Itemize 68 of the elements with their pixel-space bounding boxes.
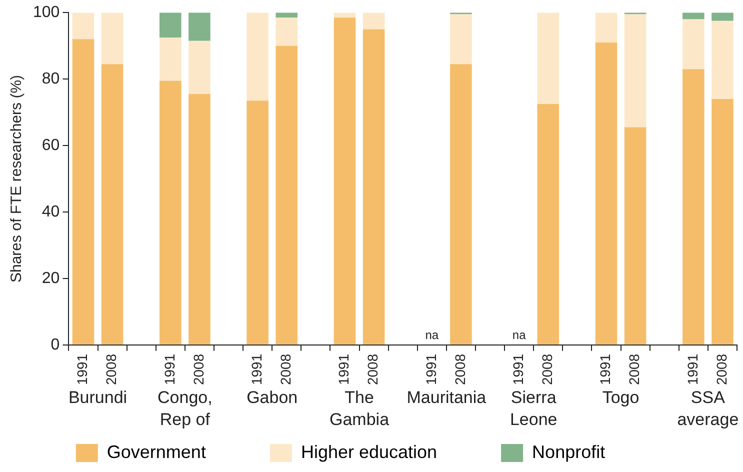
legend-label: Government — [106, 442, 266, 462]
data-label: na — [512, 328, 526, 342]
x-tick-label: 1991 — [74, 354, 90, 386]
bar — [246, 100, 268, 344]
bar — [188, 40, 210, 94]
x-tick-label: 1991 — [684, 354, 700, 386]
bar — [450, 64, 472, 344]
x-tick-label: 2008 — [190, 354, 206, 386]
bar — [624, 127, 646, 344]
bar — [160, 38, 182, 81]
bar — [537, 12, 560, 104]
x-tick-label: 2008 — [103, 354, 120, 386]
text: Congo, Rep of — [158, 388, 212, 430]
legend-label: Nonprofit — [532, 442, 666, 462]
bar — [160, 80, 182, 344]
x-tick-label: 1991 — [597, 354, 614, 386]
text: Mauritania — [406, 388, 487, 408]
text: Togo — [602, 388, 640, 408]
legend-label: Higher education — [300, 442, 498, 462]
bar — [450, 14, 472, 64]
bar — [682, 19, 704, 70]
bar — [362, 12, 385, 30]
bar — [101, 64, 124, 344]
bar — [276, 12, 298, 18]
text: The Gambia — [329, 388, 390, 430]
bar — [712, 12, 734, 21]
y-tick-label: 100 — [32, 4, 60, 22]
x-tick-label: 2008 — [277, 354, 294, 386]
x-tick-label: 1991 — [161, 354, 178, 386]
text: SSA average — [677, 388, 739, 430]
bar — [276, 18, 298, 46]
x-tick-label: 2008 — [713, 354, 730, 386]
bar — [101, 12, 124, 64]
bar — [595, 12, 618, 43]
bar — [624, 14, 646, 128]
bar — [595, 42, 618, 344]
y-axis-title: Shares of FTE researchers (%) — [8, 74, 26, 283]
x-tick-label: 1991 — [248, 354, 264, 386]
x-tick-label: 2008 — [364, 354, 381, 386]
bar — [712, 20, 734, 99]
bar — [72, 39, 94, 344]
data-label: na — [425, 328, 439, 342]
y-tick-label: 40 — [42, 203, 60, 220]
y-tick-label: 60 — [42, 136, 60, 154]
bar — [334, 18, 356, 344]
bar — [276, 46, 298, 344]
x-tick-label: 1991 — [422, 354, 439, 386]
text: Sierra Leone — [510, 388, 558, 430]
bar — [188, 12, 210, 41]
bar — [72, 12, 94, 40]
bar — [682, 12, 704, 20]
bar — [537, 104, 560, 344]
x-tick-label: 2008 — [538, 354, 555, 386]
y-tick-label: 80 — [42, 70, 60, 88]
x-tick-label: 2008 — [626, 354, 642, 386]
bar — [188, 94, 210, 344]
x-tick-label: 1991 — [510, 354, 526, 386]
x-tick-label: 1991 — [336, 354, 352, 386]
bar — [246, 12, 268, 101]
y-tick-label: 20 — [42, 270, 60, 287]
text: Gabon — [246, 388, 298, 408]
bar — [160, 12, 182, 38]
y-tick-label: 0 — [50, 336, 60, 354]
bar — [712, 98, 734, 344]
x-tick-label: 2008 — [452, 354, 468, 386]
bar — [362, 29, 385, 344]
bar — [682, 69, 704, 344]
text: Burundi — [68, 388, 128, 408]
